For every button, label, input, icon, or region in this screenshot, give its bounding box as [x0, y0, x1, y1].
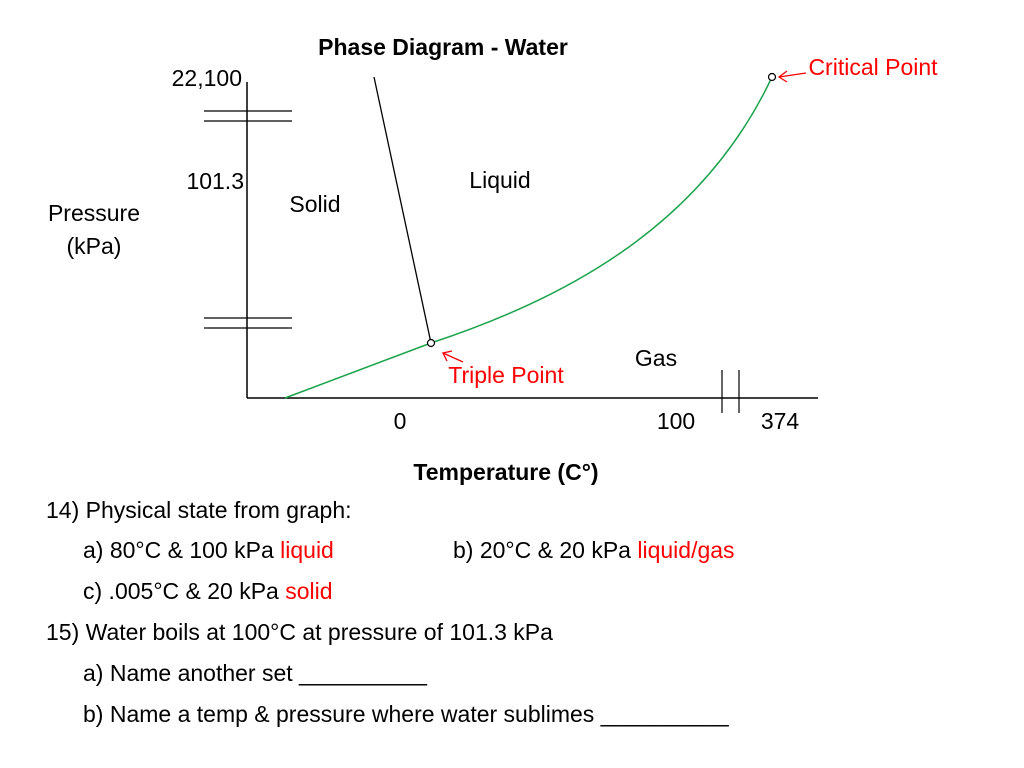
triple-point-marker [426, 338, 436, 348]
solid-liquid-boundary [373, 76, 432, 344]
question-14-part-b: b) 20°C & 20 kPa liquid/gas [453, 530, 735, 571]
y-tick-22100: 22,100 [172, 65, 242, 91]
triple-point-arrow [442, 350, 464, 363]
critical-point-arrow [777, 70, 807, 83]
diagram-title: Phase Diagram - Water [318, 34, 568, 60]
region-label-solid: Solid [289, 191, 340, 217]
critical-point-label: Critical Point [808, 54, 938, 80]
question-15a-text: a) Name another set __________ [83, 660, 427, 686]
question-14a-answer: liquid [280, 537, 334, 563]
region-label-liquid: Liquid [469, 167, 530, 193]
phase-diagram: Phase Diagram - Water 22,100 101.3 Press… [48, 34, 938, 485]
question-14c-text: c) .005°C & 20 kPa [83, 578, 279, 604]
y-tick-101-3: 101.3 [186, 168, 244, 194]
question-14-part-c: c) .005°C & 20 kPa solid [83, 571, 333, 612]
x-tick-100: 100 [657, 408, 695, 434]
question-14b-text: b) 20°C & 20 kPa [453, 537, 631, 563]
question-15b-text: b) Name a temp & pressure where water su… [83, 701, 729, 727]
x-tick-374: 374 [761, 408, 800, 434]
question-14-part-a: a) 80°C & 100 kPa liquid [83, 530, 334, 571]
question-14a-text: a) 80°C & 100 kPa [83, 537, 274, 563]
question-15-prompt: 15) Water boils at 100°C at pressure of … [46, 612, 553, 653]
question-15-part-b: b) Name a temp & pressure where water su… [83, 694, 729, 735]
triple-point-label: Triple Point [448, 362, 564, 388]
critical-point-marker [767, 72, 777, 82]
question-14-prompt-text: 14) Physical state from graph: [46, 497, 352, 523]
vapor-pressure-curve [284, 76, 773, 399]
x-axis-title: Temperature (C°) [413, 459, 598, 485]
question-14c-answer: solid [285, 578, 333, 604]
question-14-prompt: 14) Physical state from graph: [46, 490, 352, 531]
y-axis-title-line2: (kPa) [67, 233, 122, 259]
y-axis-title-line1: Pressure [48, 200, 140, 226]
x-tick-0: 0 [394, 408, 407, 434]
question-15-prompt-text: 15) Water boils at 100°C at pressure of … [46, 619, 553, 645]
question-15-part-a: a) Name another set __________ [83, 653, 427, 694]
question-14b-answer: liquid/gas [637, 537, 735, 563]
region-label-gas: Gas [635, 345, 677, 371]
